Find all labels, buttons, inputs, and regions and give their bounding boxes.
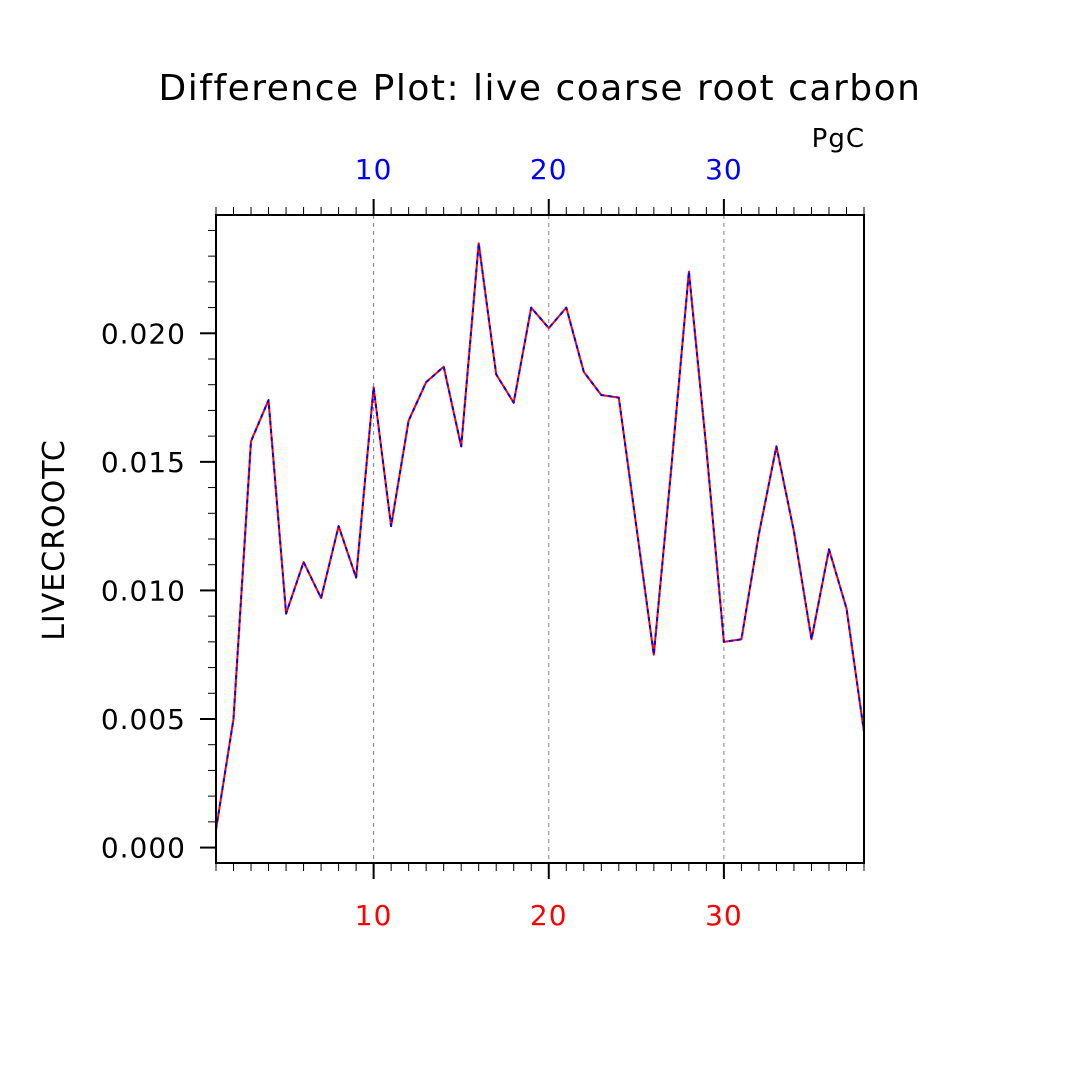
y-tick-label-0.010: 0.010 bbox=[101, 574, 186, 607]
y-axis-label: LIVECROOTC bbox=[37, 439, 72, 641]
tick-labels: 0.000 0.005 0.010 0.015 0.020 10 10 20 20 30 30 bbox=[101, 153, 743, 932]
plot-series bbox=[215, 242, 865, 830]
x-tick-label-top-10: 10 bbox=[355, 153, 393, 186]
x-tick-label-top-30: 30 bbox=[705, 153, 743, 186]
y-tick-label-0.020: 0.020 bbox=[101, 317, 186, 350]
series-line-red bbox=[215, 242, 865, 830]
axis-ticks bbox=[200, 199, 865, 879]
x-tick-label-bottom-30: 30 bbox=[705, 899, 743, 932]
y-tick-label-0.000: 0.000 bbox=[101, 832, 186, 865]
plot-frame bbox=[215, 214, 865, 864]
grid-lines bbox=[373, 215, 725, 863]
y-tick-label-0.005: 0.005 bbox=[101, 703, 186, 736]
series-line-blue bbox=[215, 242, 865, 830]
y-tick-label-0.015: 0.015 bbox=[101, 446, 186, 479]
x-tick-label-bottom-20: 20 bbox=[530, 899, 568, 932]
x-tick-label-bottom-10: 10 bbox=[355, 899, 393, 932]
chart-title: Difference Plot: live coarse root carbon bbox=[159, 68, 922, 109]
x-tick-label-top-20: 20 bbox=[530, 153, 568, 186]
units-label: PgC bbox=[812, 124, 865, 154]
